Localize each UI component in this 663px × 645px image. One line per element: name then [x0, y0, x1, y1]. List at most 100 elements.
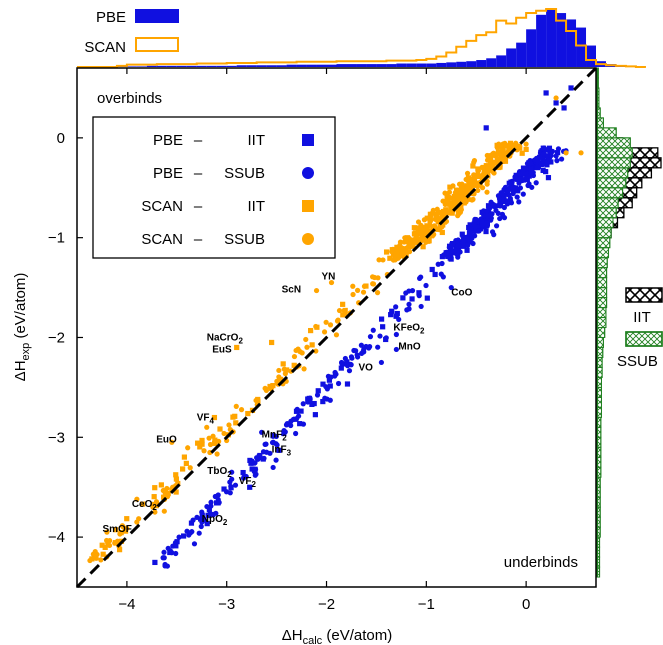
point-pbe	[293, 416, 299, 422]
point-pbe	[493, 207, 499, 214]
point-pbe	[554, 158, 560, 164]
point-pbe	[188, 520, 195, 526]
point-scan	[450, 183, 456, 189]
top-hist-bar-pbe	[466, 61, 477, 67]
labeled-point-marker	[169, 439, 175, 445]
point-pbe	[162, 561, 168, 568]
top-hist-bar-pbe	[566, 19, 577, 67]
point-pbe	[358, 342, 364, 348]
point-scan	[444, 193, 450, 200]
point-pbe	[545, 175, 552, 181]
point-scan	[394, 244, 400, 250]
point-pbe	[349, 355, 355, 361]
point-pbe	[515, 188, 521, 194]
right-hist-bar-ssub-hatch	[596, 167, 629, 179]
point-pbe	[196, 530, 202, 536]
point-pbe	[206, 506, 212, 512]
point-pbe	[559, 156, 565, 162]
point-pbe	[517, 171, 523, 177]
right-hist-bar-ssub-hatch	[596, 197, 619, 209]
point-pbe	[475, 228, 481, 234]
point-scan	[465, 196, 471, 202]
point-label: EuS	[212, 344, 232, 355]
point-pbe	[221, 486, 227, 492]
point-pbe	[339, 360, 345, 366]
point-pbe	[174, 539, 180, 545]
point-scan	[313, 323, 319, 330]
point-scan	[502, 158, 509, 164]
top-hist-bar-pbe	[386, 64, 397, 67]
legend-marker-circle	[302, 167, 314, 179]
point-pbe	[338, 365, 344, 371]
point-scan	[496, 141, 502, 147]
point-pbe	[538, 161, 544, 168]
point-pbe	[173, 550, 179, 557]
point-scan	[408, 243, 415, 249]
y-tick-label: 0	[57, 130, 65, 147]
point-pbe	[483, 125, 489, 131]
point-scan	[459, 181, 465, 187]
histogram-legends: PBE SCAN IIT SSUB	[84, 9, 663, 370]
point-scan	[458, 189, 464, 195]
point-scan	[437, 224, 444, 230]
point-scan	[269, 384, 275, 390]
point-pbe	[315, 388, 321, 394]
point-scan	[499, 158, 505, 164]
point-scan	[481, 167, 487, 173]
point-scan	[180, 466, 186, 472]
point-pbe	[455, 242, 462, 248]
top-hist-bar-pbe	[476, 60, 487, 67]
point-pbe	[346, 368, 353, 374]
point-pbe	[489, 211, 495, 217]
top-hist-bar-pbe	[446, 62, 457, 67]
point-scan	[444, 197, 450, 203]
point-scan	[173, 489, 179, 495]
point-scan	[475, 187, 481, 193]
point-scan	[383, 249, 390, 255]
labeled-point-marker	[269, 339, 275, 346]
point-pbe	[516, 199, 522, 205]
labeled-point-marker	[229, 476, 235, 482]
point-pbe	[322, 395, 328, 401]
point-label: InF3	[272, 444, 292, 457]
top-hist-bar-pbe	[236, 65, 247, 67]
point-label-subscript: 2	[152, 503, 157, 512]
point-label-subscript: 3	[287, 448, 292, 457]
point-scan	[397, 239, 404, 245]
point-scan	[116, 547, 123, 553]
top-hist-bar-pbe	[296, 64, 307, 67]
point-scan	[513, 140, 519, 146]
legend-marker-circle	[302, 233, 314, 245]
point-pbe	[513, 176, 519, 182]
point-scan	[278, 376, 284, 382]
point-pbe	[449, 240, 456, 247]
point-scan	[323, 319, 329, 325]
top-hist-bar-pbe	[356, 64, 367, 67]
point-scan	[350, 291, 356, 298]
top-hist-bar-pbe	[396, 63, 407, 67]
point-scan	[425, 228, 431, 235]
top-hist-bar-pbe	[336, 64, 347, 67]
point-pbe	[456, 248, 462, 254]
right-hist-bar-ssub-hatch	[596, 127, 617, 139]
x-tick-label: −3	[218, 596, 235, 613]
point-pbe	[232, 482, 239, 488]
point-scan	[136, 516, 142, 522]
legend-reference: SSUB	[224, 231, 265, 248]
point-pbe	[481, 213, 487, 219]
point-scan	[453, 187, 460, 193]
point-pbe	[440, 274, 446, 280]
point-label: CeO2	[132, 499, 158, 512]
legend-dash: –	[194, 165, 203, 182]
point-scan	[153, 503, 159, 509]
point-scan	[221, 430, 227, 437]
point-pbe	[514, 194, 520, 200]
point-label: TbO2	[207, 466, 232, 479]
point-scan	[420, 244, 426, 250]
point-pbe	[228, 485, 234, 491]
point-scan	[471, 173, 477, 180]
point-pbe	[472, 233, 478, 239]
point-scan	[175, 480, 181, 487]
top-hist-bar-pbe	[506, 48, 517, 67]
